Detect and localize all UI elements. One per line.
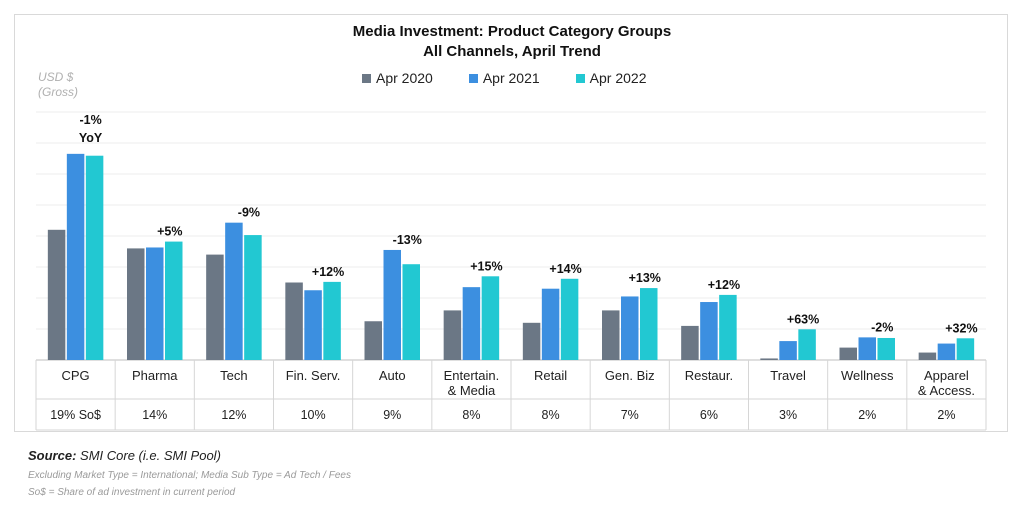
bar-cpg-apr-2022 xyxy=(85,155,104,360)
chart-frame xyxy=(14,14,1008,432)
bar-tech-apr-2021 xyxy=(225,222,243,360)
share-label-auto: 9% xyxy=(383,408,401,422)
category-label-retail: Retail xyxy=(534,368,567,383)
bar-chart: -1% YoY CPG 19% So$ +5% Pharma 14% -9% Tech 12% +1… xyxy=(35,111,987,431)
bar-apparel-access-apr-2022 xyxy=(956,338,975,360)
share-label-restaur: 6% xyxy=(700,408,718,422)
bar-apparel-access-apr-2021 xyxy=(937,343,956,360)
category-label-gen-biz: Gen. Biz xyxy=(605,368,655,383)
bar-travel-apr-2022 xyxy=(798,329,816,360)
legend-label-apr-2022: Apr 2022 xyxy=(589,70,647,86)
bar-restaur-apr-2020 xyxy=(681,325,699,360)
bar-entertain-media-apr-2021 xyxy=(462,287,481,360)
share-label-retail: 8% xyxy=(542,408,560,422)
yoy-label-restaur: +12% xyxy=(708,278,740,292)
bar-apparel-access-apr-2020 xyxy=(918,352,937,360)
bar-wellness-apr-2020 xyxy=(839,347,857,360)
share-label-cpg: 19% So$ xyxy=(50,408,101,422)
bar-fin-serv-apr-2021 xyxy=(304,290,322,360)
share-label-gen-biz: 7% xyxy=(621,408,639,422)
bar-tech-apr-2022 xyxy=(244,235,262,360)
bar-pharma-apr-2022 xyxy=(165,241,183,360)
bar-cpg-apr-2021 xyxy=(66,153,85,360)
share-label-tech: 12% xyxy=(221,408,246,422)
yoy-label-fin-serv: +12% xyxy=(312,265,344,279)
yoy-label-entertain-media: +15% xyxy=(470,259,502,273)
yoy-label-cpg: -1% xyxy=(79,113,101,127)
legend-swatch-apr-2022 xyxy=(575,73,585,83)
bar-fin-serv-apr-2020 xyxy=(285,282,303,360)
legend-swatch-apr-2021 xyxy=(468,73,478,83)
yoy-label-tech: -9% xyxy=(238,206,260,220)
bar-pharma-apr-2021 xyxy=(146,247,164,360)
category-label-fin-serv: Fin. Serv. xyxy=(286,368,341,383)
bar-fin-serv-apr-2022 xyxy=(323,281,341,360)
y-axis-unit-label: USD $ (Gross) xyxy=(38,70,78,100)
category-label-cpg: CPG xyxy=(61,368,89,383)
source-line: Source: SMI Core (i.e. SMI Pool) xyxy=(28,448,221,463)
bar-travel-apr-2021 xyxy=(779,341,797,360)
y-axis-unit-line2: (Gross) xyxy=(38,85,78,99)
yoy-suffix-cpg: YoY xyxy=(79,131,103,145)
bar-entertain-media-apr-2022 xyxy=(481,276,500,360)
share-label-pharma: 14% xyxy=(142,408,167,422)
yoy-label-gen-biz: +13% xyxy=(629,271,661,285)
chart-subtitle: All Channels, April Trend xyxy=(423,43,601,60)
bar-auto-apr-2022 xyxy=(402,264,420,360)
bar-tech-apr-2020 xyxy=(206,254,224,360)
category-label-pharma: Pharma xyxy=(132,368,178,383)
chart-title: Media Investment: Product Category Group… xyxy=(352,23,672,40)
category-label-entertain-media-line2: & Media xyxy=(448,383,496,398)
footnote-exclusions: Excluding Market Type = International; M… xyxy=(28,470,351,481)
yoy-label-wellness: -2% xyxy=(871,320,893,334)
bar-restaur-apr-2021 xyxy=(700,302,718,360)
bar-pharma-apr-2020 xyxy=(127,248,145,360)
bar-retail-apr-2021 xyxy=(541,288,560,360)
bar-travel-apr-2020 xyxy=(760,358,778,360)
bar-gen-biz-apr-2021 xyxy=(621,296,639,360)
share-label-entertain-media: 8% xyxy=(462,408,480,422)
share-label-wellness: 2% xyxy=(858,408,876,422)
legend-label-apr-2020: Apr 2020 xyxy=(376,70,433,86)
bar-auto-apr-2021 xyxy=(383,249,401,360)
share-label-travel: 3% xyxy=(779,408,797,422)
yoy-label-apparel-access: +32% xyxy=(945,321,977,335)
bar-entertain-media-apr-2020 xyxy=(443,310,462,360)
yoy-label-pharma: +5% xyxy=(157,225,182,239)
yoy-label-auto: -13% xyxy=(393,233,422,247)
y-axis-unit-line1: USD $ xyxy=(38,70,74,84)
legend-item-apr-2021: Apr 2021 xyxy=(468,70,540,86)
bar-gen-biz-apr-2022 xyxy=(640,288,658,360)
bar-gen-biz-apr-2020 xyxy=(602,310,620,360)
yoy-label-travel: +63% xyxy=(787,312,819,326)
category-label-tech: Tech xyxy=(220,368,247,383)
legend-item-apr-2020: Apr 2020 xyxy=(362,70,433,86)
bar-auto-apr-2020 xyxy=(364,321,382,360)
bar-cpg-apr-2020 xyxy=(47,229,66,360)
legend-swatch-apr-2020 xyxy=(362,73,371,83)
footnote-share-definition: So$ = Share of ad investment in current … xyxy=(28,487,236,498)
category-label-entertain-media-line1: Entertain. xyxy=(444,368,500,383)
source-value: SMI Core (i.e. SMI Pool) xyxy=(80,448,221,463)
category-label-auto: Auto xyxy=(379,368,406,383)
legend-item-apr-2022: Apr 2022 xyxy=(575,70,647,86)
category-label-apparel-access-line2: & Access. xyxy=(918,383,975,398)
bar-retail-apr-2020 xyxy=(522,322,541,360)
chart-legend: Apr 2020 Apr 2021 Apr 2022 xyxy=(362,70,646,86)
yoy-label-retail: +14% xyxy=(549,262,581,276)
share-label-fin-serv: 10% xyxy=(301,408,326,422)
share-label-apparel-access: 2% xyxy=(937,408,955,422)
bar-retail-apr-2022 xyxy=(560,278,579,360)
source-key: Source: xyxy=(28,448,77,463)
bar-restaur-apr-2022 xyxy=(719,294,737,360)
category-label-restaur: Restaur. xyxy=(685,368,733,383)
bar-wellness-apr-2022 xyxy=(877,337,895,360)
bar-wellness-apr-2021 xyxy=(858,337,876,360)
legend-label-apr-2021: Apr 2021 xyxy=(482,70,540,86)
category-label-wellness: Wellness xyxy=(841,368,894,383)
category-label-apparel-access-line1: Apparel xyxy=(924,368,969,383)
category-label-travel: Travel xyxy=(770,368,806,383)
